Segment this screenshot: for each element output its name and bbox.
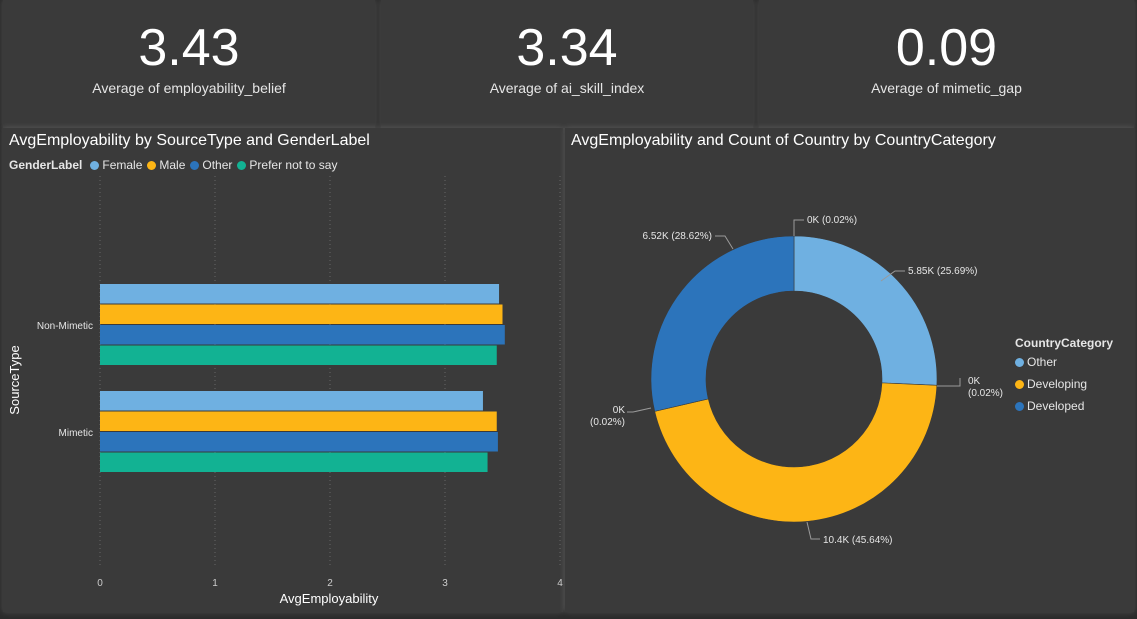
- donut-slice-developed: [650, 235, 795, 412]
- legend-title: GenderLabel: [9, 158, 83, 172]
- x-tick-label: 3: [442, 578, 448, 589]
- legend-label: Other: [202, 158, 233, 172]
- bar-mimetic-other: [100, 432, 498, 452]
- x-axis-label: AvgEmployability: [280, 591, 379, 606]
- legend-label: Female: [102, 158, 143, 172]
- kpi-card-ai-skill[interactable]: 3.34 Average of ai_skill_index: [381, 0, 753, 128]
- donut-slice-developing: [654, 382, 938, 523]
- developing-dot-icon: [1015, 379, 1024, 389]
- legend-label: Other: [1027, 355, 1058, 369]
- legend-item-other[interactable]: Other: [190, 158, 232, 172]
- kpi-card-mimetic-gap[interactable]: 0.09 Average of mimetic_gap: [759, 0, 1134, 128]
- x-tick-label: 2: [327, 578, 333, 589]
- slice-label-top: 0K (0.02%): [807, 215, 857, 226]
- x-tick-label: 4: [557, 578, 563, 589]
- leader-line: [715, 235, 734, 250]
- bar-non-mimetic-female: [100, 284, 500, 304]
- slice-label-developed: 6.52K (28.62%): [643, 231, 713, 242]
- kpi-label: Average of mimetic_gap: [871, 80, 1022, 96]
- y-category-label: Mimetic: [59, 428, 93, 439]
- y-axis-label: SourceType: [7, 345, 22, 414]
- x-tick-label: 1: [212, 578, 218, 589]
- legend-label: Developing: [1027, 377, 1088, 391]
- bar-chart-legend: GenderLabel Female Male Other Prefer not…: [9, 158, 342, 172]
- donut-chart-plot[interactable]: 5.85K (25.69%) 10.4K (45.64%) 6.52K (28.62…: [565, 128, 1134, 612]
- leader-line: [627, 407, 652, 413]
- bar-chart-card[interactable]: AvgEmployability by SourceType and Gende…: [3, 128, 563, 612]
- developed-dot-icon: [1015, 401, 1024, 411]
- legend-item-female[interactable]: Female: [90, 158, 142, 172]
- legend-item-male[interactable]: Male: [147, 158, 185, 172]
- donut-slice-other: [793, 235, 938, 386]
- kpi-label: Average of ai_skill_index: [489, 80, 645, 96]
- bar-mimetic-prefer-not-to-say: [100, 452, 488, 472]
- legend-item-developed[interactable]: Developed: [1015, 399, 1113, 413]
- bar-mimetic-male: [100, 411, 497, 431]
- x-tick-label: 0: [97, 578, 103, 589]
- legend-label: Male: [159, 158, 186, 172]
- kpi-card-employability[interactable]: 3.43 Average of employability_belief: [3, 0, 375, 128]
- legend-item-prefer-not[interactable]: Prefer not to say: [237, 158, 337, 172]
- other-dot-icon: [190, 160, 200, 170]
- other-dot-icon: [1015, 357, 1024, 367]
- slice-label-left-percent: (0.02%): [590, 417, 625, 428]
- bar-chart-plot[interactable]: 0 1 2 3 4 Non-Mimetic Mimetic AvgEmployability S…: [3, 128, 563, 612]
- slice-label-left-value: 0K: [613, 405, 626, 416]
- donut-legend: CountryCategory Other Developing Develop…: [1015, 336, 1113, 421]
- bar-non-mimetic-prefer-not-to-say: [100, 345, 497, 365]
- legend-label: Prefer not to say: [249, 158, 338, 172]
- donut-chart-card[interactable]: AvgEmployability and Count of Country by…: [565, 128, 1134, 612]
- slice-label-right-percent: (0.02%): [968, 388, 1003, 399]
- legend-item-other[interactable]: Other: [1015, 355, 1113, 369]
- kpi-value: 0.09: [895, 19, 998, 77]
- y-category-label: Non-Mimetic: [37, 321, 93, 332]
- donut-chart-title: AvgEmployability and Count of Country by…: [571, 132, 996, 149]
- donut-legend-title: CountryCategory: [1015, 336, 1114, 350]
- bar-chart-title: AvgEmployability by SourceType and Gende…: [9, 132, 370, 149]
- prefer-not-dot-icon: [237, 160, 247, 170]
- leader-line: [806, 521, 820, 540]
- slice-label-other: 5.85K (25.69%): [908, 266, 978, 277]
- slice-label-right-value: 0K: [968, 376, 981, 387]
- kpi-value: 3.34: [516, 19, 618, 77]
- legend-item-developing[interactable]: Developing: [1015, 377, 1113, 391]
- kpi-label: Average of employability_belief: [92, 80, 286, 96]
- leader-line: [880, 270, 905, 282]
- legend-label: Developed: [1027, 399, 1085, 413]
- female-dot-icon: [90, 160, 100, 170]
- bar-non-mimetic-other: [100, 325, 505, 345]
- bar-non-mimetic-male: [100, 304, 503, 324]
- bar-mimetic-female: [100, 391, 483, 411]
- slice-label-developing: 10.4K (45.64%): [823, 535, 893, 546]
- leader-line: [937, 378, 961, 387]
- male-dot-icon: [147, 160, 157, 170]
- kpi-value: 3.43: [138, 19, 240, 77]
- leader-line: [793, 219, 804, 236]
